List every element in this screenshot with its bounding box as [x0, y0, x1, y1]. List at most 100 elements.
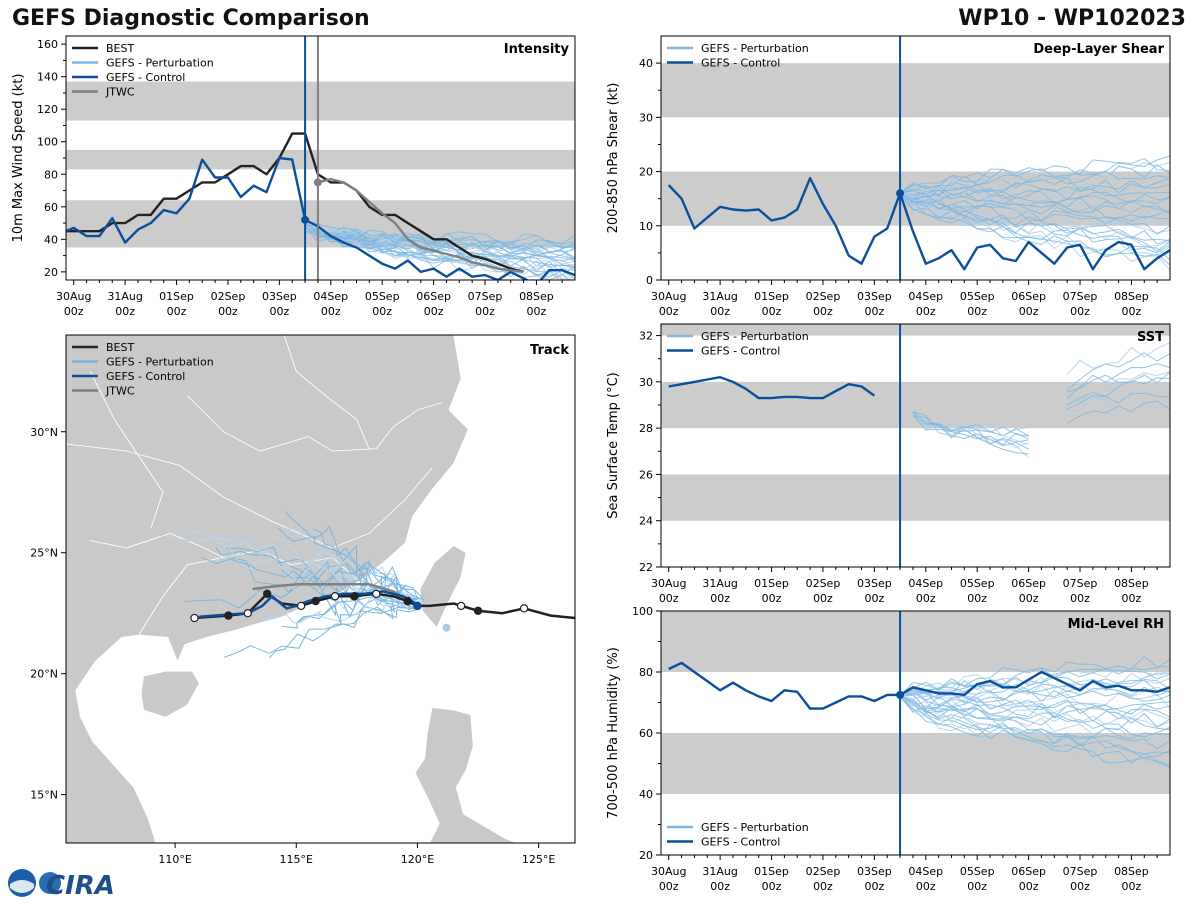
rh-ytick-label: 40 — [639, 788, 653, 801]
track-ensemble-member-17 — [223, 606, 422, 658]
rh-ylabel: 700-500 hPa Humidity (%) — [606, 647, 621, 819]
shear-band-1 — [661, 63, 1170, 118]
track-best-marker-5 — [372, 589, 381, 599]
intensity-ytick-label: 160 — [37, 38, 58, 51]
rh-ensemble-member-a16 — [899, 692, 1170, 715]
sst-xtick-label: 07Sep — [1063, 577, 1098, 590]
track-best-marker-8 — [311, 596, 320, 606]
rh-ensemble-member-a5 — [899, 696, 1170, 755]
sst-xtick-label: 00z — [1070, 592, 1090, 605]
rh-ensemble-member-a7 — [899, 696, 1170, 750]
sst-xtick-label: 00z — [967, 592, 987, 605]
rh-xtick-label: 00z — [762, 880, 782, 893]
intensity-ytick-label: 80 — [44, 168, 58, 181]
rh-ensemble-member-a13 — [900, 693, 1170, 728]
shear-xtick-label: 03Sep — [857, 290, 892, 303]
intensity-legend-label-control: GEFS - Control — [106, 71, 185, 84]
track-jtwc-line — [252, 582, 419, 607]
track-ensemble-member-2 — [226, 546, 416, 601]
track-best-marker-7 — [330, 592, 340, 601]
sst-legend-label-control: GEFS - Control — [701, 345, 780, 358]
intensity-ytick-label: 100 — [37, 136, 58, 149]
rh-title: Mid-Level RH — [1068, 617, 1164, 632]
track-best-marker-0 — [519, 604, 529, 613]
rh-xtick-label: 00z — [864, 880, 884, 893]
sst-xtick-label: 05Sep — [960, 577, 995, 590]
track-best-marker-6 — [350, 592, 359, 601]
shear-xtick-label: 30Aug — [651, 290, 686, 303]
rh-ensemble-member-a11 — [900, 695, 1170, 731]
intensity-band-1 — [66, 149, 575, 170]
track-legend-label-jtwc: JTWC — [105, 385, 135, 398]
track-best-marker-1 — [473, 606, 483, 615]
rh-ensemble-member-a20 — [899, 686, 1170, 703]
shear-xtick-label: 00z — [762, 305, 782, 318]
sst-ylabel: Sea Surface Temp (°C) — [606, 372, 621, 519]
sst-xtick-label: 06Sep — [1011, 577, 1046, 590]
rh-init-marker — [896, 690, 905, 699]
sst-title: SST — [1137, 330, 1164, 345]
sst-ensemble-member-a5 — [912, 414, 1029, 446]
track-ytick-label: 15°N — [30, 789, 58, 802]
rh-xtick-label: 00z — [967, 880, 987, 893]
intensity-xtick-label: 05Sep — [365, 290, 400, 303]
shear-ensemble-member-a10 — [899, 192, 1170, 235]
track-ensemble-member-20 — [277, 527, 425, 601]
track-control-start-marker — [413, 601, 422, 610]
intensity-init-marker — [301, 215, 310, 224]
rh-ensemble-member-a8 — [899, 695, 1170, 740]
title-right: WP10 - WP102023 — [958, 6, 1186, 31]
intensity-xtick-label: 00z — [167, 305, 187, 318]
rh-xtick-label: 02Sep — [806, 865, 841, 878]
intensity-legend-label-perturbation: GEFS - Perturbation — [106, 57, 214, 70]
track-xtick-label: 125°E — [522, 853, 555, 866]
rh-ytick-label: 60 — [639, 727, 653, 740]
rh-xtick-label: 30Aug — [651, 865, 686, 878]
sst-xtick-label: 00z — [1122, 592, 1142, 605]
shear-legend-label-perturbation: GEFS - Perturbation — [701, 42, 809, 55]
sst-xtick-label: 04Sep — [908, 577, 943, 590]
map-border-3 — [186, 395, 442, 452]
rh-xtick-label: 00z — [1122, 880, 1142, 893]
intensity-ytick-label: 20 — [44, 266, 58, 279]
shear-xtick-label: 08Sep — [1114, 290, 1149, 303]
rh-xtick-label: 03Sep — [857, 865, 892, 878]
intensity-ytick-label: 60 — [44, 201, 58, 214]
track-ytick-label: 30°N — [30, 426, 58, 439]
sst-band-0 — [661, 474, 1170, 521]
shear-ytick-label: 30 — [639, 111, 653, 124]
sst-xtick-label: 03Sep — [857, 577, 892, 590]
track-best-marker-11 — [243, 608, 252, 618]
rh-xtick-label: 00z — [1070, 880, 1090, 893]
sst-ensemble-member-b6 — [1066, 370, 1170, 413]
sst-xtick-label: 30Aug — [651, 577, 686, 590]
track-xtick-label: 115°E — [280, 853, 313, 866]
rh-xtick-label: 00z — [659, 880, 679, 893]
shear-title: Deep-Layer Shear — [1033, 42, 1164, 57]
intensity-xtick-label: 31Aug — [107, 290, 142, 303]
track-ensemble-start-marker — [442, 623, 451, 632]
sst-xtick-label: 00z — [916, 592, 936, 605]
shear-xtick-label: 02Sep — [806, 290, 841, 303]
map-hainan — [140, 670, 200, 718]
rh-ensemble-member-a0 — [899, 695, 1170, 769]
rh-ensemble-member-a21 — [900, 683, 1170, 700]
sst-ensemble-member-b2 — [1066, 392, 1170, 410]
shear-ensemble-member-a28 — [899, 157, 1170, 194]
track-best-marker-13 — [190, 613, 199, 623]
sst-xtick-label: 00z — [1019, 592, 1039, 605]
sst-legend-label-perturbation: GEFS - Perturbation — [701, 330, 809, 343]
track-ensemble-member-11 — [284, 511, 423, 599]
intensity-ylabel: 10m Max Wind Speed (kt) — [11, 74, 26, 243]
shear-xtick-label: 00z — [813, 305, 833, 318]
shear-xtick-label: 00z — [1122, 305, 1142, 318]
intensity-xtick-label: 00z — [115, 305, 135, 318]
shear-ensemble-member-a14 — [900, 192, 1170, 214]
intensity-series-best — [66, 132, 524, 274]
rh-series-control — [668, 661, 1170, 710]
sst-xtick-label: 02Sep — [806, 577, 841, 590]
track-best-marker-4 — [403, 596, 412, 606]
map-border-4 — [283, 335, 370, 449]
shear-ytick-label: 0 — [646, 274, 653, 287]
shear-ylabel: 200-850 hPa Shear (kt) — [606, 83, 621, 234]
